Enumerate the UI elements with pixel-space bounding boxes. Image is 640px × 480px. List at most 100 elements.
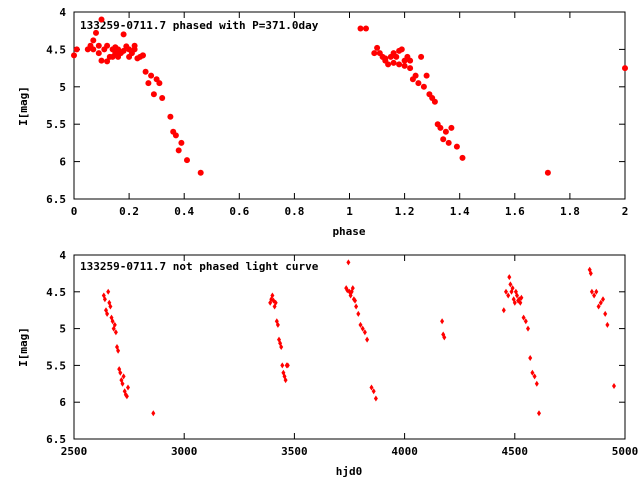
data-point xyxy=(589,288,594,295)
data-point xyxy=(159,95,166,101)
data-point xyxy=(371,388,376,395)
data-point xyxy=(407,65,414,72)
data-point xyxy=(445,139,452,146)
data-point xyxy=(131,42,138,49)
data-point xyxy=(105,310,110,317)
data-point xyxy=(71,52,77,59)
data-point xyxy=(148,72,155,79)
y-tick-label: 5.5 xyxy=(46,118,66,131)
data-point xyxy=(437,124,444,131)
data-point xyxy=(418,53,425,60)
data-point xyxy=(385,61,392,68)
x-tick-label: 4000 xyxy=(391,445,418,458)
data-point xyxy=(93,29,99,36)
data-point xyxy=(275,321,280,328)
y-tick-label: 6 xyxy=(59,156,66,169)
x-axis-label: hjd0 xyxy=(336,465,363,478)
x-tick-label: 1.8 xyxy=(560,205,580,218)
x-tick-label: 5000 xyxy=(612,445,639,458)
data-point xyxy=(440,136,447,143)
data-point xyxy=(390,59,397,66)
x-tick-label: 0.2 xyxy=(119,205,139,218)
data-point xyxy=(396,61,403,68)
data-point xyxy=(98,57,105,64)
data-point xyxy=(90,37,97,44)
data-point xyxy=(178,139,185,146)
y-tick-label: 6.5 xyxy=(46,193,66,206)
data-point xyxy=(532,373,537,380)
data-point xyxy=(519,294,524,301)
y-tick-label: 6.5 xyxy=(46,433,66,446)
data-point xyxy=(605,321,610,328)
data-point xyxy=(440,318,445,325)
data-point xyxy=(197,169,204,176)
data-point xyxy=(121,373,126,380)
data-point xyxy=(362,329,367,336)
data-point xyxy=(612,383,616,389)
chart-title: 133259-0711.7 not phased light curve xyxy=(80,260,319,273)
data-point xyxy=(104,58,111,65)
data-point xyxy=(594,288,599,295)
data-point xyxy=(501,307,506,314)
x-tick-label: 2 xyxy=(622,205,629,218)
data-point xyxy=(521,314,526,321)
data-point xyxy=(109,53,116,60)
data-point xyxy=(412,72,419,79)
data-point xyxy=(145,80,152,87)
data-point xyxy=(357,25,364,32)
y-tick-label: 5 xyxy=(59,81,66,94)
data-point xyxy=(356,310,361,317)
y-axis-label: I[mag] xyxy=(17,327,30,367)
data-point xyxy=(398,46,405,53)
data-point xyxy=(393,53,400,60)
data-point xyxy=(139,52,146,59)
data-point xyxy=(354,303,359,310)
data-point xyxy=(118,369,123,376)
x-tick-label: 1 xyxy=(346,205,353,218)
data-point xyxy=(98,16,105,23)
data-point xyxy=(592,292,597,299)
data-point xyxy=(116,347,121,354)
data-point xyxy=(360,325,365,332)
data-point xyxy=(280,362,285,369)
x-tick-label: 2500 xyxy=(61,445,88,458)
x-tick-label: 3000 xyxy=(171,445,198,458)
data-point xyxy=(150,91,157,98)
y-axis-ticks: 4 4.5 5 5.5 6 6.5 xyxy=(46,6,625,206)
data-point xyxy=(142,68,149,75)
data-point xyxy=(102,296,107,303)
x-tick-label: 3500 xyxy=(281,445,308,458)
plot-frame xyxy=(73,254,626,440)
data-point xyxy=(508,281,513,288)
data-point xyxy=(167,113,174,120)
data-point xyxy=(510,285,515,292)
data-point xyxy=(363,25,369,32)
data-point xyxy=(506,292,511,299)
x-tick-label: 0.8 xyxy=(284,205,304,218)
data-point xyxy=(126,384,130,391)
data-point xyxy=(156,80,163,87)
data-point xyxy=(353,297,357,304)
data-point xyxy=(601,296,605,303)
data-point xyxy=(90,46,97,53)
plot-frame xyxy=(73,11,626,200)
data-point xyxy=(365,336,370,343)
data-point xyxy=(151,410,156,417)
data-point xyxy=(115,46,122,53)
data-point xyxy=(534,380,539,387)
data-point xyxy=(104,42,111,49)
data-point xyxy=(526,325,530,332)
data-point xyxy=(431,98,438,105)
data-point xyxy=(459,154,466,161)
x-axis-ticks: 0 0.2 0.4 0.6 0.8 1 1.2 1.4 1.6 1.8 2 xyxy=(71,12,629,218)
data-point xyxy=(382,55,389,62)
x-tick-label: 0.4 xyxy=(174,205,194,218)
data-point xyxy=(120,380,125,387)
data-point xyxy=(374,44,381,51)
phased-light-curve-panel: 133259-0711.7 phased with P=371.0day pha… xyxy=(17,6,628,238)
data-point xyxy=(283,377,288,384)
data-point xyxy=(596,303,601,310)
y-tick-label: 5 xyxy=(59,323,66,336)
y-axis-label: I[mag] xyxy=(17,86,30,126)
